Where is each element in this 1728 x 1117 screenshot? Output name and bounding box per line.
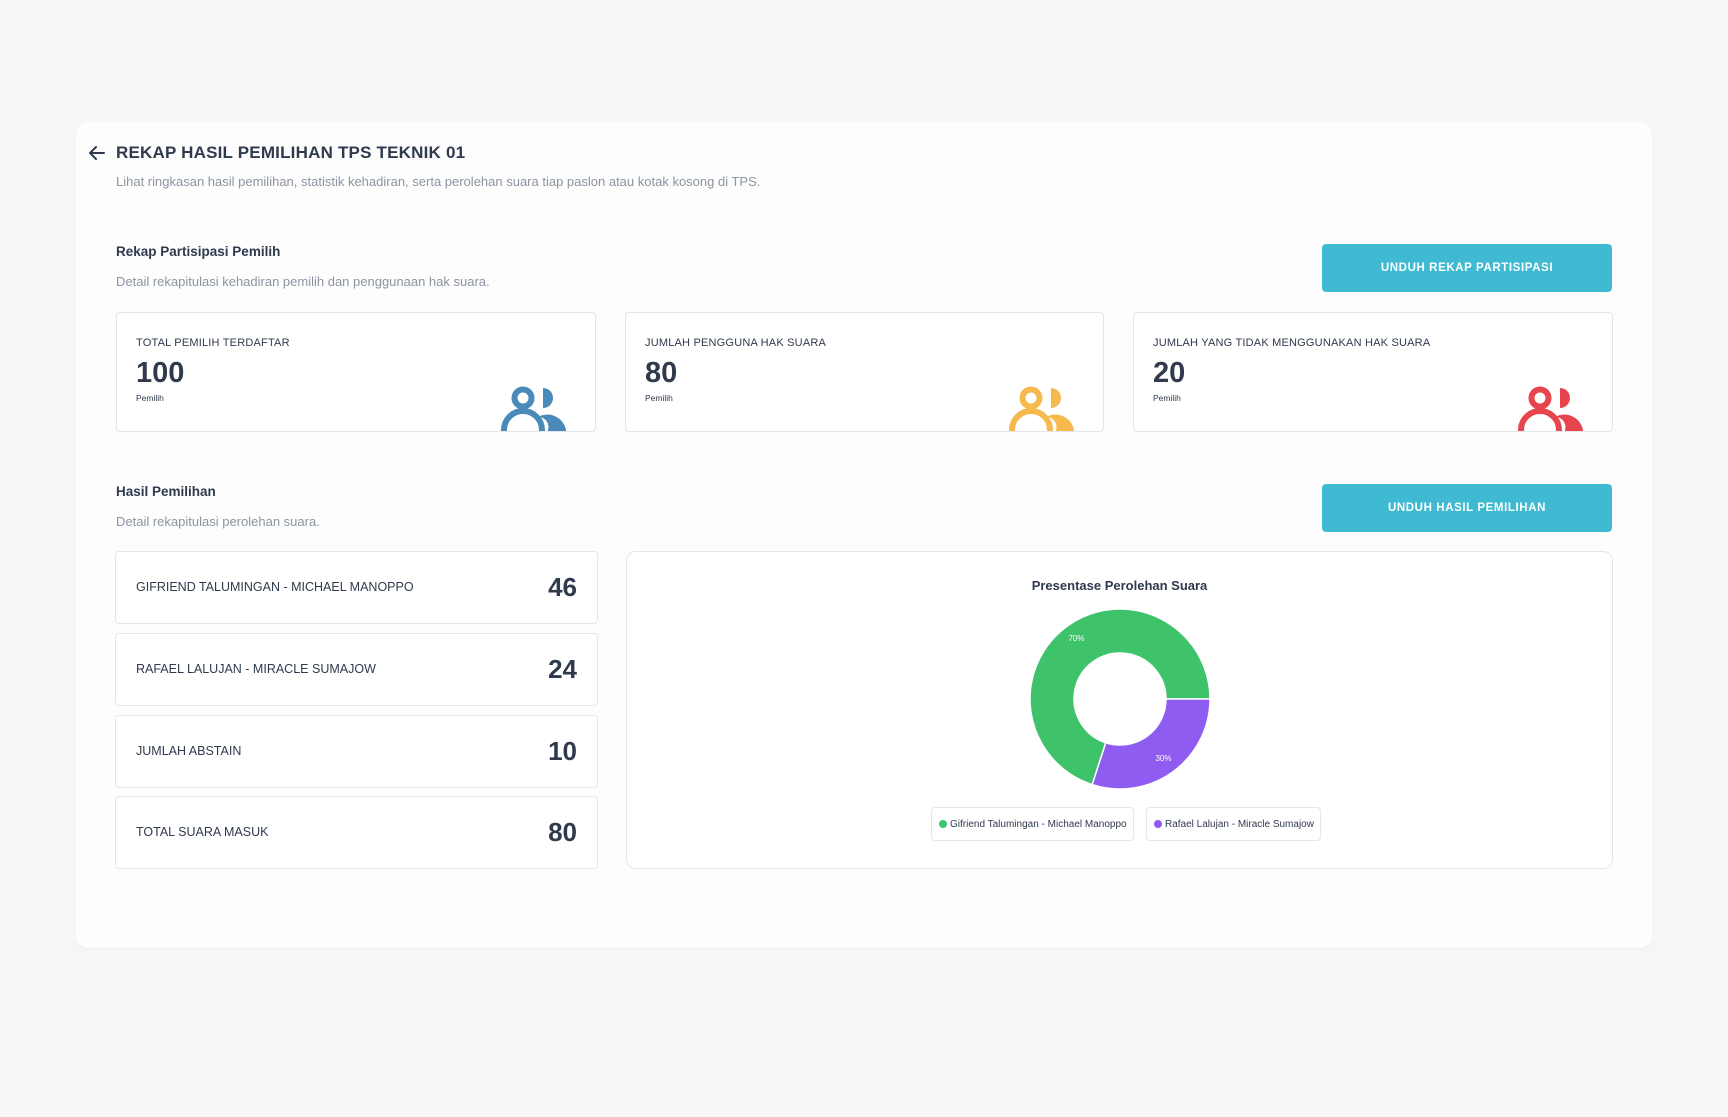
back-arrow-icon[interactable] (86, 142, 108, 164)
users-icon (1009, 386, 1074, 431)
donut-label-2: 30% (1155, 754, 1171, 763)
participation-title: Rekap Partisipasi Pemilih (116, 244, 281, 259)
legend-label: Gifriend Talumingan - Michael Manoppo (950, 818, 1127, 830)
legend-label: Rafael Lalujan - Miracle Sumajow (1165, 818, 1314, 830)
donut-slice-2[interactable] (1091, 698, 1211, 790)
stat-card-not-used: JUMLAH YANG TIDAK MENGGUNAKAN HAK SUARA … (1133, 312, 1613, 432)
users-icon (1518, 386, 1583, 431)
legend-swatch (939, 820, 947, 828)
stat-card-registered: TOTAL PEMILIH TERDAFTAR 100 Pemilih (116, 312, 596, 432)
result-row: JUMLAH ABSTAIN 10 (115, 715, 598, 788)
result-row: TOTAL SUARA MASUK 80 (115, 796, 598, 869)
result-row: RAFAEL LALUJAN - MIRACLE SUMAJOW 24 (115, 633, 598, 706)
stat-unit: Pemilih (136, 393, 164, 403)
stat-label: JUMLAH YANG TIDAK MENGGUNAKAN HAK SUARA (1153, 337, 1431, 349)
stat-label: JUMLAH PENGGUNA HAK SUARA (645, 337, 827, 349)
results-title: Hasil Pemilihan (116, 484, 216, 499)
stat-value: 80 (645, 357, 678, 389)
result-value: 10 (548, 736, 577, 766)
result-label: RAFAEL LALUJAN - MIRACLE SUMAJOW (136, 662, 376, 676)
legend-item[interactable]: Rafael Lalujan - Miracle Sumajow (1146, 807, 1321, 841)
stat-value: 20 (1153, 357, 1186, 389)
legend-swatch (1154, 820, 1162, 828)
stat-value: 100 (136, 357, 185, 389)
stat-card-used: JUMLAH PENGGUNA HAK SUARA 80 Pemilih (625, 312, 1104, 432)
stat-unit: Pemilih (645, 393, 673, 403)
vote-chart-card: Presentase Perolehan Suara 70% 30% Gifrie… (626, 551, 1613, 869)
stat-label: TOTAL PEMILIH TERDAFTAR (136, 337, 290, 349)
chart-title: Presentase Perolehan Suara (1031, 578, 1208, 593)
donut-slice-1[interactable] (1029, 608, 1211, 786)
result-value: 46 (548, 572, 577, 602)
result-row: GIFRIEND TALUMINGAN - MICHAEL MANOPPO 46 (115, 551, 598, 624)
result-label: TOTAL SUARA MASUK (136, 825, 269, 839)
users-icon (501, 386, 566, 431)
results-subtitle: Detail rekapitulasi perolehan suara. (116, 514, 320, 529)
result-value: 24 (548, 654, 577, 684)
stat-unit: Pemilih (1153, 393, 1181, 403)
donut-label-1: 70% (1068, 634, 1084, 643)
participation-subtitle: Detail rekapitulasi kehadiran pemilih da… (116, 274, 490, 289)
result-value: 80 (548, 817, 577, 847)
result-label: GIFRIEND TALUMINGAN - MICHAEL MANOPPO (136, 580, 414, 594)
legend-item[interactable]: Gifriend Talumingan - Michael Manoppo (931, 807, 1134, 841)
page-subtitle: Lihat ringkasan hasil pemilihan, statist… (116, 174, 761, 189)
download-participation-button[interactable]: UNDUH REKAP PARTISIPASI (1322, 244, 1612, 292)
donut-chart: 70% 30% (1029, 608, 1211, 790)
download-results-button[interactable]: UNDUH HASIL PEMILIHAN (1322, 484, 1612, 532)
result-label: JUMLAH ABSTAIN (136, 744, 242, 758)
page-title: REKAP HASIL PEMILIHAN TPS TEKNIK 01 (116, 143, 466, 162)
